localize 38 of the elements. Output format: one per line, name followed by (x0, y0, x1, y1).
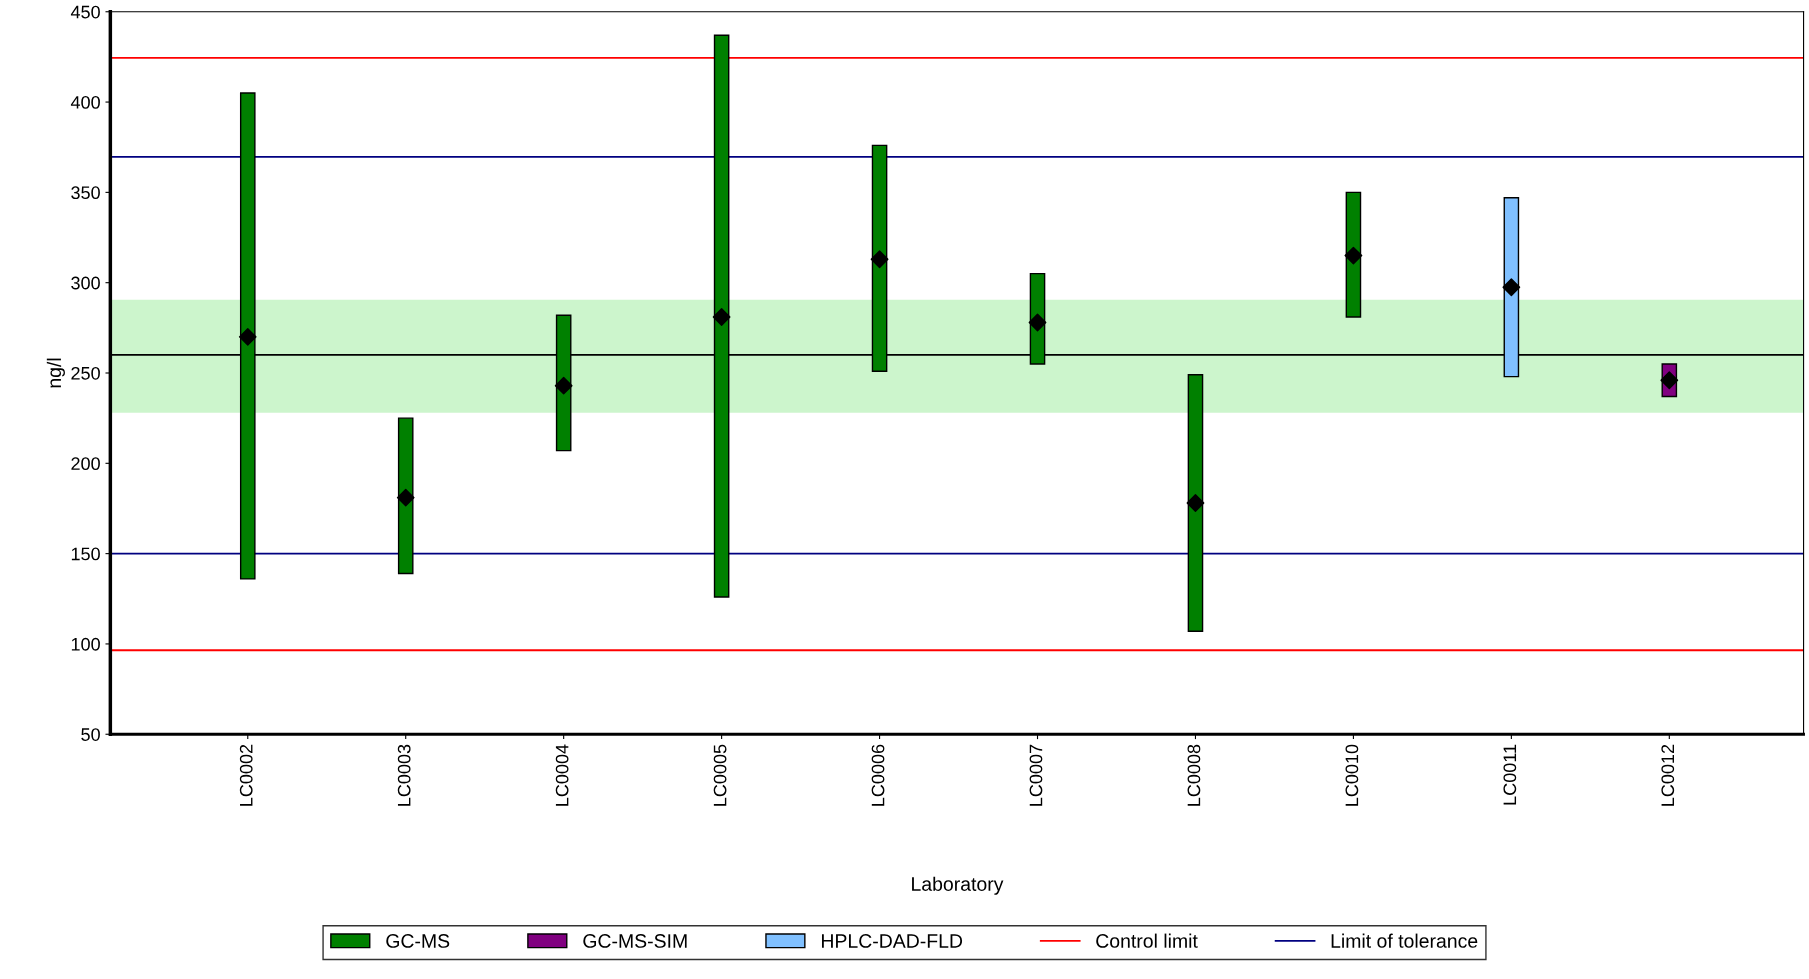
y-tick-label: 300 (71, 276, 100, 290)
x-tick-label: LC0006 (871, 744, 885, 806)
bar (397, 417, 414, 575)
x-tick-label: LC0011 (1503, 744, 1517, 805)
y-tick-label: 250 (71, 366, 100, 380)
point (1502, 278, 1521, 297)
x-tick-label: LC0008 (1187, 744, 1201, 806)
x-tick-label: LC0010 (1345, 744, 1359, 806)
y-tick-label: 350 (71, 186, 100, 200)
legend-label: GC-MS-SIM (583, 934, 687, 948)
y-tick-label: 100 (71, 637, 100, 651)
legend-label: Limit of tolerance (1331, 933, 1478, 948)
x-tick-label: LC0007 (1029, 744, 1043, 806)
bar (1187, 374, 1204, 632)
y-tick-label: 200 (71, 457, 100, 471)
y-tick-label: 450 (70, 5, 100, 19)
x-axis-title: Laboratory (912, 876, 1004, 895)
y-axis-title: ng/l (46, 358, 65, 388)
x-tick-label: LC0012 (1661, 744, 1675, 806)
x-tick-label: LC0002 (239, 744, 253, 806)
x-tick-label: LC0004 (555, 744, 569, 806)
y-tick-label: 50 (81, 728, 100, 741)
point (1028, 313, 1047, 332)
x-tick-label: LC0005 (713, 744, 727, 806)
point (870, 250, 889, 269)
y-tick-label: 150 (71, 547, 100, 561)
point (712, 308, 731, 326)
point (238, 327, 257, 346)
y-tick-label: 400 (70, 96, 100, 109)
point (1186, 494, 1205, 512)
point (1344, 246, 1363, 265)
legend-label: HPLC-DAD-FLD (822, 934, 963, 948)
point (1660, 371, 1679, 390)
point (554, 376, 573, 395)
legend-label: GC-MS (386, 934, 450, 948)
legend-label: Control limit (1096, 933, 1198, 948)
point (396, 488, 415, 507)
x-tick-label: LC0003 (397, 744, 411, 806)
